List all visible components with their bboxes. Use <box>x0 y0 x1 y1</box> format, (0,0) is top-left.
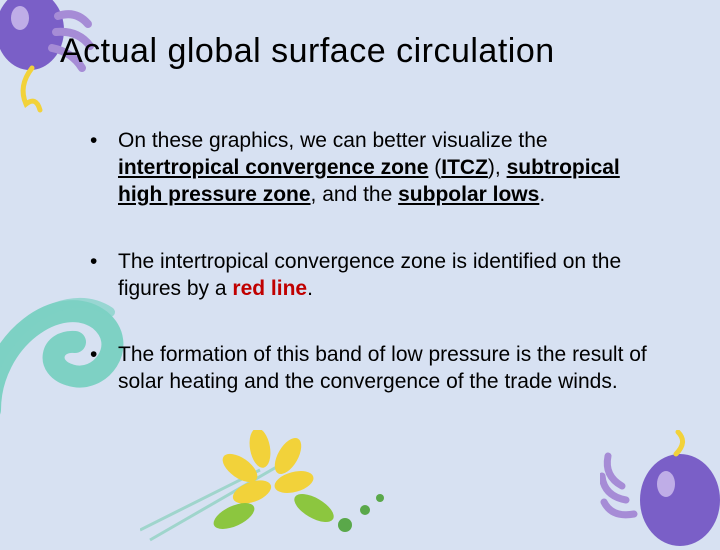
text-run: ITCZ <box>441 156 488 179</box>
text-run: red line <box>232 277 307 300</box>
balloon-bottomright <box>600 430 720 550</box>
text-run: , and the <box>311 183 399 206</box>
text-run: subpolar lows <box>398 183 539 206</box>
text-run: ( <box>428 156 441 179</box>
bullet-item: The intertropical convergence zone is id… <box>88 249 658 303</box>
slide-title: Actual global surface circulation <box>60 32 680 71</box>
slide-body: On these graphics, we can better visuali… <box>88 128 658 436</box>
text-run: ), <box>488 156 507 179</box>
bullet-item: The formation of this band of low pressu… <box>88 342 658 396</box>
text-run: intertropical convergence zone <box>118 156 428 179</box>
text-run: . <box>539 183 545 206</box>
bullet-list: On these graphics, we can better visuali… <box>88 128 658 396</box>
bullet-item: On these graphics, we can better visuali… <box>88 128 658 209</box>
flower-bottom <box>140 430 400 550</box>
text-run: . <box>307 277 313 300</box>
text-run: The formation of this band of low pressu… <box>118 343 647 393</box>
text-run: On these graphics, we can better visuali… <box>118 129 548 152</box>
text-run: The intertropical convergence zone is id… <box>118 250 621 300</box>
